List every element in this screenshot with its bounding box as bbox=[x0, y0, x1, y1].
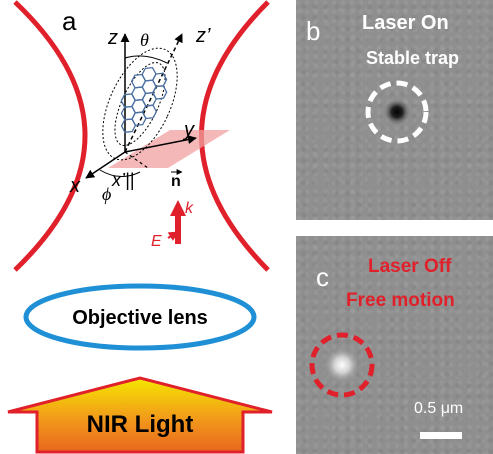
beam-left-curve bbox=[13, 0, 88, 272]
y-axis bbox=[124, 135, 197, 153]
panel-b-background bbox=[296, 0, 493, 220]
z-prime-label: z’ bbox=[195, 25, 211, 47]
trap-marker-circle bbox=[365, 80, 429, 144]
panel-b-title: Laser On bbox=[362, 12, 449, 34]
phi-label: ϕ bbox=[102, 184, 111, 204]
panel-b-overlay bbox=[365, 80, 429, 144]
panel-c-image: c Laser Off Free motion 0.5 μm bbox=[296, 236, 493, 454]
k-vector-arrow bbox=[175, 214, 181, 244]
k-vector-label: k bbox=[185, 200, 194, 217]
e-vector-label: E bbox=[151, 233, 162, 250]
objective-lens bbox=[23, 283, 257, 351]
nir-light-arrow bbox=[7, 376, 273, 454]
free-marker-circle bbox=[309, 332, 375, 398]
x-prime-parallel-label: x’|| bbox=[111, 170, 134, 190]
scale-bar-label: 0.5 μm bbox=[414, 400, 464, 417]
x-axis bbox=[85, 151, 126, 179]
particle-outer-ellipse bbox=[102, 47, 178, 161]
k-vector-head bbox=[170, 200, 186, 216]
panel-c-label: c bbox=[316, 262, 329, 292]
phi-arc bbox=[99, 169, 141, 177]
particle-plane bbox=[108, 130, 230, 168]
panel-c-overlay bbox=[309, 332, 375, 398]
graphene-lattice bbox=[120, 66, 168, 133]
theta-arc bbox=[124, 55, 168, 64]
panel-a-schematic: a z θ bbox=[7, 0, 273, 454]
panel-c-subtitle: Free motion bbox=[346, 290, 455, 311]
panel-b-label: b bbox=[306, 16, 321, 46]
panel-b-subtitle: Stable trap bbox=[366, 48, 460, 68]
trapped-particle bbox=[383, 98, 411, 126]
nir-light-label: NIR Light bbox=[87, 411, 194, 438]
x-axis-label: x bbox=[69, 175, 81, 197]
y-axis-label: y bbox=[182, 119, 195, 141]
objective-lens-label: Objective lens bbox=[72, 307, 208, 329]
e-vector-arrow bbox=[167, 231, 179, 241]
panel-c-title: Laser Off bbox=[368, 256, 452, 277]
scale-bar bbox=[420, 432, 462, 439]
panel-c-background bbox=[296, 236, 493, 454]
theta-label: θ bbox=[140, 30, 149, 50]
n-vector-label: n bbox=[171, 173, 181, 190]
free-particle bbox=[324, 347, 360, 383]
panel-b-image: b Laser On Stable trap bbox=[296, 0, 493, 220]
panel-a-label: a bbox=[62, 6, 77, 36]
x-prime-axis bbox=[124, 151, 149, 169]
z-axis-label: z bbox=[107, 27, 118, 49]
